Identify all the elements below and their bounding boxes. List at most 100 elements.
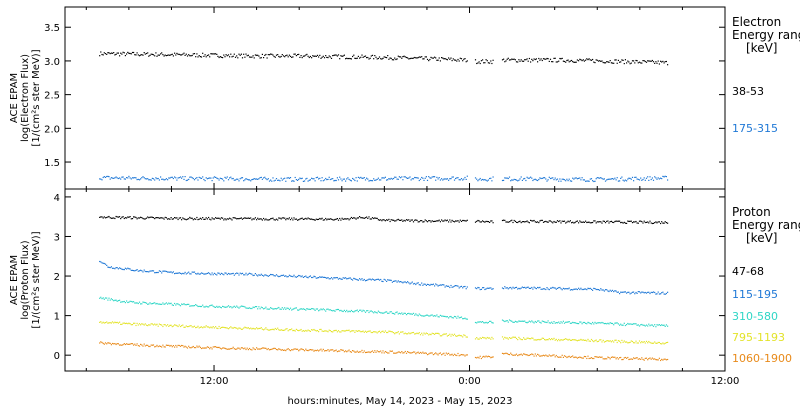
data-point [574,339,576,341]
data-point [355,177,357,179]
data-point [532,321,534,323]
data-point [174,302,176,305]
data-point [237,328,239,330]
data-point [304,350,306,352]
data-point [274,179,276,181]
data-point [630,292,632,294]
data-point [397,178,399,180]
data-point [647,60,649,62]
data-point [654,291,656,294]
data-point [273,308,275,310]
data-point [100,216,102,218]
data-point [302,180,304,182]
data-point [635,59,637,62]
data-point [193,271,196,273]
data-point [111,52,114,54]
data-point [580,221,582,223]
data-point [633,323,635,325]
data-point [309,218,311,220]
data-point [158,179,160,181]
data-point [289,55,292,57]
data-point [119,267,121,269]
data-point [426,58,429,60]
data-point [504,177,506,179]
data-point [592,357,594,360]
data-point [411,57,413,59]
data-point [367,178,369,180]
data-point [544,177,546,179]
data-point [425,314,427,316]
data-point [102,297,104,299]
data-point [623,357,625,359]
data-point [183,326,185,328]
data-point [330,57,333,59]
data-point [523,320,525,322]
data-point [164,270,166,272]
data-point [443,220,445,222]
data-point [172,271,174,273]
data-point [248,56,251,58]
data-point [424,352,426,354]
data-point [246,217,248,219]
data-point [565,288,567,290]
data-point [178,324,180,326]
data-point [305,178,307,180]
data-point [545,288,547,291]
data-point [133,216,135,218]
data-point [330,349,333,351]
data-point [513,336,515,338]
data-point [267,219,269,221]
data-point [403,352,405,354]
data-point [319,276,321,278]
data-point [143,177,145,179]
data-point [573,356,575,359]
data-point [667,64,669,66]
data-point [152,270,155,272]
x-tick-label: 0:00 [458,376,480,387]
data-point [130,53,132,55]
data-point [200,347,203,350]
data-point [257,217,259,219]
data-point [273,180,275,182]
data-point [662,222,664,224]
data-point [328,55,330,57]
data-point [593,220,595,222]
data-point [588,58,590,60]
data-point [649,60,651,62]
data-point [203,326,205,328]
data-point [641,323,643,326]
data-point [219,218,221,220]
data-point [428,334,430,336]
data-point [335,349,337,351]
data-point [353,54,355,56]
data-point [197,179,199,181]
data-point [631,176,634,178]
data-point [547,179,549,181]
data-point [140,343,142,345]
data-point [634,293,636,295]
data-point [236,305,238,307]
data-point [179,54,182,56]
data-point [366,177,368,179]
data-point [193,218,196,220]
data-point [479,289,481,291]
data-point [439,284,441,286]
data-point [188,178,190,180]
data-point [200,218,203,220]
data-point [256,306,258,308]
data-point [506,58,508,60]
data-point [347,278,349,280]
data-point [451,176,453,178]
data-point [218,346,220,348]
data-point [311,308,313,310]
data-point [188,218,190,220]
data-point [335,329,337,331]
data-point [361,310,363,313]
data-point [195,218,197,220]
data-point [604,180,607,182]
data-point [477,62,479,64]
data-point [491,356,493,358]
data-point [462,179,464,181]
data-point [553,321,555,323]
data-point [520,222,522,224]
